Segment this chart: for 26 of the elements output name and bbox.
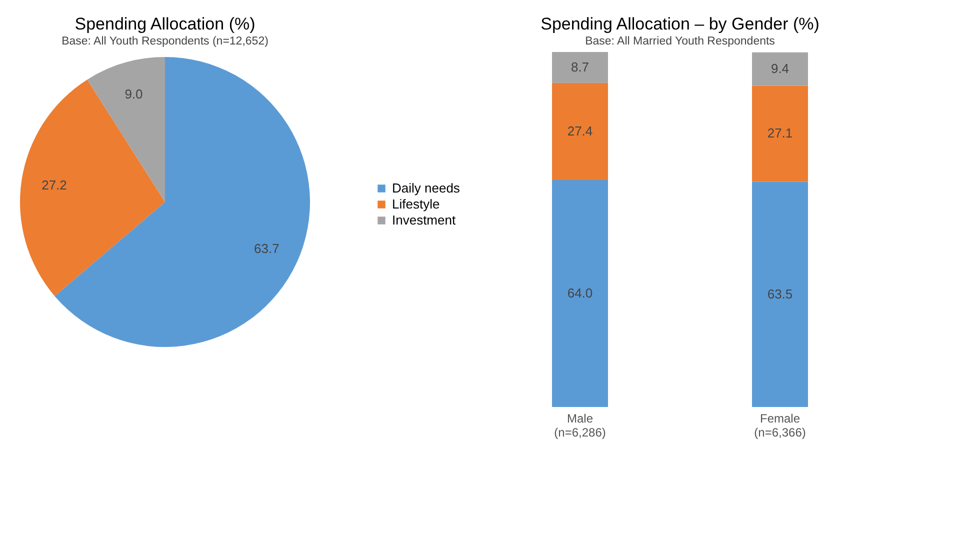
legend-label: Lifestyle — [392, 196, 440, 212]
data-label: 8.7 — [570, 59, 590, 74]
chart-subtitle: Base: All Youth Respondents (n=12,652) — [62, 36, 269, 48]
bar — [552, 52, 608, 83]
bar — [752, 52, 808, 86]
chart-title: Spending Allocation – by Gender (%) — [540, 14, 820, 34]
legend-label: Investment — [392, 212, 456, 228]
x-tick-label: Male (n=6,286) — [554, 412, 606, 440]
data-label: 9.0 — [124, 86, 143, 102]
legend-label: Daily needs — [392, 180, 460, 196]
chart-subtitle: Base: All Married Youth Respondents — [585, 36, 776, 48]
bar — [752, 86, 808, 182]
bar — [552, 180, 608, 407]
data-label: 9.4 — [770, 61, 790, 76]
data-label: 27.2 — [42, 177, 67, 192]
chart-title: Spending Allocation (%) — [74, 14, 256, 34]
data-label: 64.0 — [567, 286, 593, 301]
bar — [552, 82, 608, 180]
pie-slice — [87, 57, 165, 202]
data-label: 27.1 — [767, 126, 793, 141]
data-label: 63.5 — [767, 286, 793, 302]
data-label: 27.4 — [567, 123, 593, 138]
bar — [752, 182, 808, 407]
pie-slice — [20, 80, 165, 296]
x-tick-label: Female (n=6,366) — [754, 412, 806, 440]
data-label: 63.7 — [254, 240, 280, 256]
